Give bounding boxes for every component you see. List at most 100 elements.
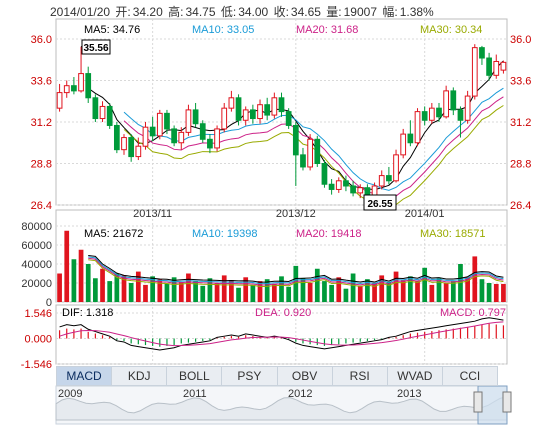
candle-body — [400, 133, 407, 156]
volume-bar — [379, 275, 385, 302]
volume-bar — [236, 287, 241, 302]
volume-bar — [443, 283, 449, 302]
quote-info-bar: 2014/01/20 开: 34.20 高: 34.75 低: 34.00 收: 34.… — [50, 3, 530, 19]
volume-tick: 60000 — [21, 240, 52, 252]
volume-bar — [243, 277, 249, 302]
candle-body — [292, 124, 299, 156]
tab-obv[interactable]: OBV — [278, 367, 333, 385]
price-tick-right: 28.8 — [510, 159, 531, 171]
volume-bar — [128, 283, 134, 302]
tab-psy[interactable]: PSY — [222, 367, 278, 385]
candle-body — [414, 111, 421, 144]
volume-bar — [501, 283, 506, 302]
volume-bar — [407, 276, 413, 302]
volume-bar — [78, 249, 84, 302]
navigator-year-label: 2012 — [288, 388, 313, 400]
volume-bar — [465, 277, 470, 302]
quote-date: 2014/01/20 — [50, 5, 111, 19]
volume-bar — [150, 276, 156, 302]
candle-body — [436, 107, 442, 118]
candle-body — [250, 109, 256, 120]
price-tick-right: 33.6 — [510, 76, 531, 88]
max-label: 35.56 — [83, 43, 108, 54]
volume-tick: 20000 — [21, 278, 52, 290]
close-label: 收: — [273, 5, 289, 19]
volume-bar — [193, 281, 198, 302]
volume-bar — [372, 283, 377, 302]
volume-bar — [343, 288, 349, 302]
tab-macd[interactable]: MACD — [57, 367, 113, 385]
candle-body — [450, 90, 457, 111]
candle-body — [457, 109, 464, 121]
price-tick-left: 31.2 — [31, 117, 52, 129]
low-value: 34.00 — [238, 5, 269, 19]
volume-bar — [293, 265, 299, 302]
volume-bar — [221, 275, 227, 302]
macd-tick: 0.000 — [24, 334, 52, 346]
change-value: 1.38% — [399, 5, 434, 19]
volume-legend-item: MA30: 18571 — [420, 228, 485, 240]
volume-bar — [271, 283, 277, 302]
candle-body — [135, 145, 142, 158]
candle-body — [178, 131, 185, 144]
candle-body — [357, 187, 364, 194]
candle-body — [121, 137, 127, 151]
volume-bar — [93, 278, 98, 302]
candle-body — [493, 60, 500, 76]
candle-body — [78, 73, 84, 92]
ma-legend-item: MA20: 31.68 — [296, 24, 358, 36]
tab-rsi[interactable]: RSI — [333, 367, 388, 385]
tab-wvad[interactable]: WVAD — [388, 367, 443, 385]
volume-bar — [479, 279, 485, 302]
volume-bar — [164, 283, 170, 302]
navigator-year-label: 2013 — [397, 388, 422, 400]
tab-boll[interactable]: BOLL — [167, 367, 223, 385]
price-tick-left: 26.4 — [31, 200, 52, 212]
macd-dea-line — [59, 321, 504, 347]
candle-body — [328, 183, 335, 190]
volume-bar — [171, 277, 177, 302]
macd-legend-dea: DEA: 0.920 — [255, 307, 311, 319]
navigator-year-label: 2009 — [58, 388, 83, 400]
candle-body — [307, 138, 313, 168]
open-label: 开: — [115, 5, 131, 19]
tab-cci[interactable]: CCI — [459, 369, 481, 383]
volume-bar — [157, 279, 163, 302]
navigator-left-handle[interactable] — [473, 391, 483, 413]
candle-body — [257, 104, 263, 120]
volume-bar — [472, 256, 478, 302]
max-label-box — [81, 39, 111, 55]
candle-body — [500, 61, 507, 71]
candle-body — [428, 107, 435, 121]
volume-ma-line — [88, 259, 504, 288]
candle-body — [92, 97, 99, 120]
volume-bar — [493, 283, 499, 302]
volume-ma-line — [88, 256, 504, 285]
candle-body — [464, 95, 471, 121]
volume-ma-line — [88, 254, 504, 283]
navigator-right-handle[interactable] — [502, 391, 512, 413]
ma-line — [87, 60, 504, 191]
macd-tick: 1.546 — [24, 308, 52, 320]
candle-body — [335, 180, 342, 190]
candle-body — [149, 126, 156, 137]
volume-bar — [257, 281, 263, 302]
volume-bar — [264, 279, 270, 302]
macd-legend-dif: DIF: 1.318 — [62, 307, 113, 319]
date-label: 2013/12 — [276, 208, 316, 220]
candle-body — [164, 112, 170, 130]
price-tick-right: 31.2 — [510, 117, 531, 129]
price-tick-right: 36.0 — [510, 34, 531, 46]
price-tick-left: 36.0 — [31, 34, 52, 46]
volume-bar — [200, 285, 206, 302]
volume-bar — [121, 275, 127, 302]
tab-kdj[interactable]: KDJ — [112, 367, 168, 385]
volume-bar — [322, 281, 327, 302]
high-label: 高: — [168, 5, 184, 19]
candle-body — [142, 126, 149, 147]
candle-body — [221, 107, 228, 130]
navigator-area — [55, 396, 508, 421]
candle-body — [214, 128, 220, 149]
volume-bar — [279, 276, 284, 302]
